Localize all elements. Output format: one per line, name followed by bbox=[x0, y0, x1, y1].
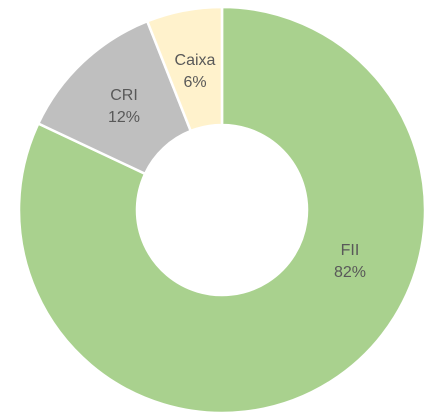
slice-label-value: 82% bbox=[334, 264, 366, 281]
slice-label-name: CRI bbox=[110, 87, 138, 104]
slice-label-name: FII bbox=[341, 242, 360, 259]
slice bbox=[17, 5, 427, 415]
slice-label-value: 6% bbox=[183, 74, 206, 91]
slice bbox=[145, 5, 224, 133]
slice-label-name: Caixa bbox=[175, 52, 216, 69]
slice-label-value: 12% bbox=[108, 109, 140, 126]
